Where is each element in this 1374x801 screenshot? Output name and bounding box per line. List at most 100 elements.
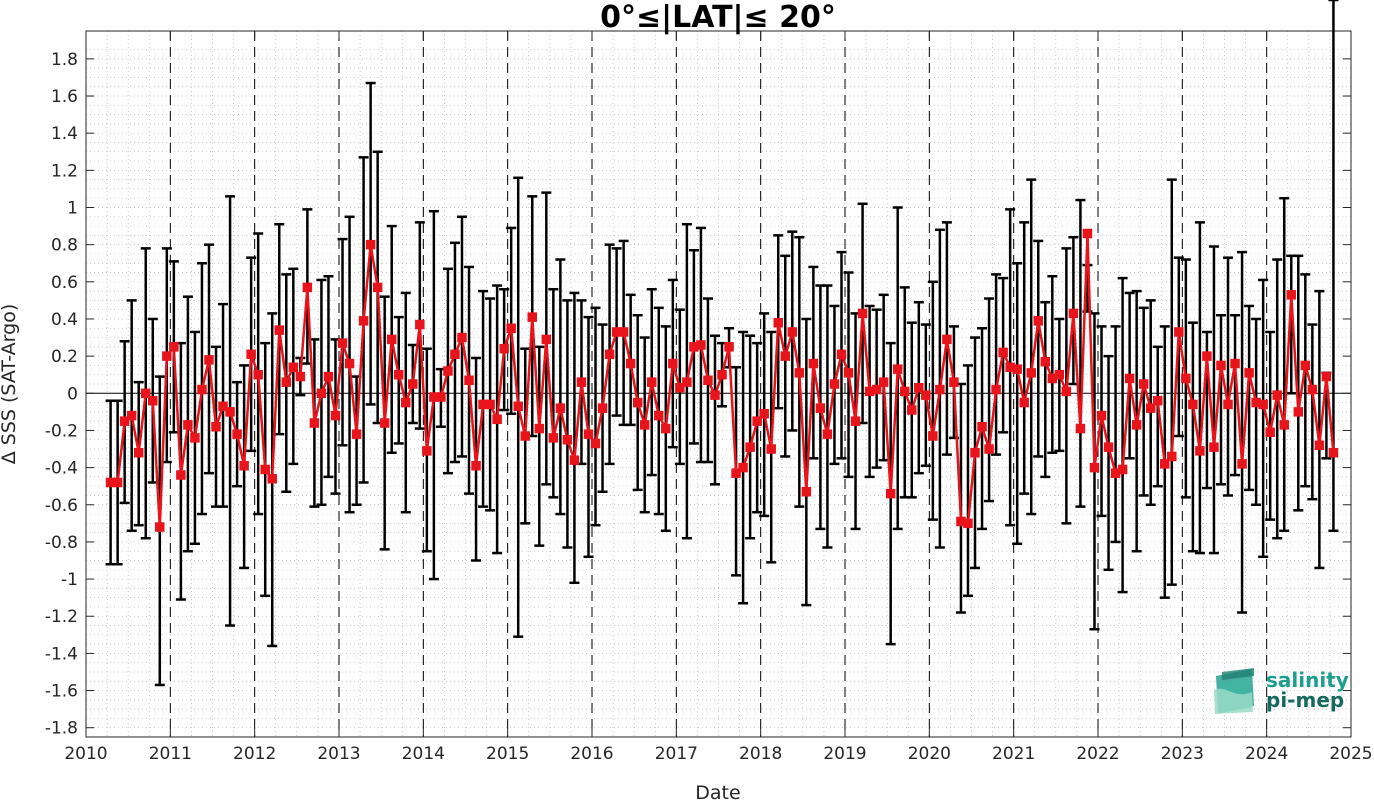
y-tick-label: -1.8 bbox=[45, 719, 78, 739]
data-point bbox=[506, 323, 516, 334]
data-point bbox=[562, 434, 573, 445]
tick-marks bbox=[85, 31, 1352, 737]
y-tick-label: -0.6 bbox=[45, 496, 78, 516]
data-point bbox=[1202, 351, 1212, 361]
data-point bbox=[295, 371, 306, 382]
data-point bbox=[935, 384, 945, 395]
data-point bbox=[703, 375, 713, 386]
data-point bbox=[597, 403, 608, 413]
data-point bbox=[386, 334, 397, 345]
data-point bbox=[639, 420, 650, 430]
data-point bbox=[1145, 403, 1156, 413]
y-tick-label: -1 bbox=[61, 570, 78, 590]
x-tick-label: 2015 bbox=[486, 744, 529, 764]
data-point bbox=[1300, 360, 1311, 371]
data-point bbox=[1209, 442, 1219, 452]
data-point bbox=[119, 416, 130, 426]
x-tick-label: 2023 bbox=[1161, 744, 1204, 764]
data-point bbox=[794, 368, 805, 378]
data-point bbox=[1152, 395, 1163, 406]
data-point bbox=[583, 429, 594, 439]
data-point bbox=[738, 462, 748, 473]
chart-title: 0°≤|LAT|≤ 20° bbox=[600, 0, 836, 35]
data-point bbox=[274, 325, 285, 335]
data-point bbox=[970, 447, 980, 458]
data-point bbox=[464, 375, 474, 386]
data-point bbox=[682, 377, 692, 387]
data-point bbox=[302, 282, 313, 293]
data-point bbox=[892, 364, 903, 374]
data-point bbox=[197, 384, 207, 395]
data-point bbox=[133, 447, 144, 458]
data-point bbox=[675, 382, 685, 393]
y-tick-label: 1.6 bbox=[51, 87, 78, 107]
data-point bbox=[731, 468, 741, 478]
data-point bbox=[625, 358, 636, 369]
data-point bbox=[288, 362, 299, 373]
data-point bbox=[604, 349, 615, 360]
data-point bbox=[267, 474, 277, 484]
data-point bbox=[808, 358, 819, 369]
data-point bbox=[218, 401, 228, 412]
data-point bbox=[365, 239, 376, 250]
data-point bbox=[1033, 316, 1044, 326]
x-tick-label: 2024 bbox=[1245, 744, 1288, 764]
data-point bbox=[457, 332, 467, 343]
y-tick-label: -1.2 bbox=[45, 607, 78, 627]
data-point bbox=[1321, 371, 1332, 382]
data-point bbox=[1265, 427, 1275, 438]
data-point bbox=[1075, 423, 1086, 434]
data-point bbox=[696, 340, 706, 350]
data-point bbox=[190, 433, 200, 443]
data-point bbox=[520, 431, 530, 441]
logo-line1: salinity bbox=[1266, 668, 1349, 692]
plot-border bbox=[85, 30, 1352, 738]
data-point bbox=[942, 334, 952, 345]
data-point bbox=[379, 418, 390, 428]
x-tick-label: 2013 bbox=[317, 744, 360, 764]
data-point bbox=[450, 349, 460, 360]
data-point bbox=[372, 282, 383, 293]
data-point bbox=[541, 334, 552, 345]
data-point bbox=[1160, 459, 1170, 469]
data-point bbox=[1096, 410, 1107, 421]
data-point bbox=[857, 308, 868, 319]
data-point bbox=[724, 342, 734, 352]
data-point bbox=[225, 407, 235, 417]
data-point bbox=[569, 455, 580, 465]
data-point bbox=[843, 368, 854, 378]
data-point bbox=[555, 403, 566, 413]
data-point bbox=[492, 414, 502, 425]
data-point bbox=[162, 351, 172, 361]
data-point bbox=[984, 444, 994, 454]
x-tick-label: 2011 bbox=[149, 744, 192, 764]
data-point bbox=[780, 351, 791, 361]
data-point bbox=[499, 343, 509, 354]
data-point bbox=[949, 377, 959, 387]
data-point bbox=[710, 390, 720, 400]
x-tick-labels: 2010 2011 2012 2013 2014 2015 2016 2017 2018 2019… bbox=[64, 744, 1372, 764]
data-point bbox=[140, 388, 151, 399]
y-tick-label: -0.2 bbox=[45, 421, 78, 441]
data-point bbox=[471, 460, 481, 471]
y-axis-label: Δ SSS (SAT-Argo) bbox=[0, 304, 20, 464]
data-point bbox=[1307, 384, 1318, 395]
data-point bbox=[1195, 446, 1205, 456]
data-point bbox=[1054, 369, 1065, 380]
data-point bbox=[759, 408, 769, 419]
data-point bbox=[1089, 462, 1100, 473]
data-point bbox=[112, 477, 123, 488]
y-tick-label: 1 bbox=[67, 199, 78, 219]
data-point bbox=[1174, 327, 1184, 337]
data-point bbox=[668, 358, 678, 369]
y-tick-label: -0.8 bbox=[45, 533, 78, 553]
x-tick-label: 2018 bbox=[739, 744, 782, 764]
data-point bbox=[717, 369, 727, 380]
data-point bbox=[1131, 420, 1142, 430]
data-point bbox=[1230, 358, 1240, 369]
data-point bbox=[330, 410, 341, 421]
x-tick-label: 2010 bbox=[64, 744, 107, 764]
data-point bbox=[745, 442, 755, 452]
data-point bbox=[822, 429, 833, 439]
data-point bbox=[548, 433, 559, 443]
